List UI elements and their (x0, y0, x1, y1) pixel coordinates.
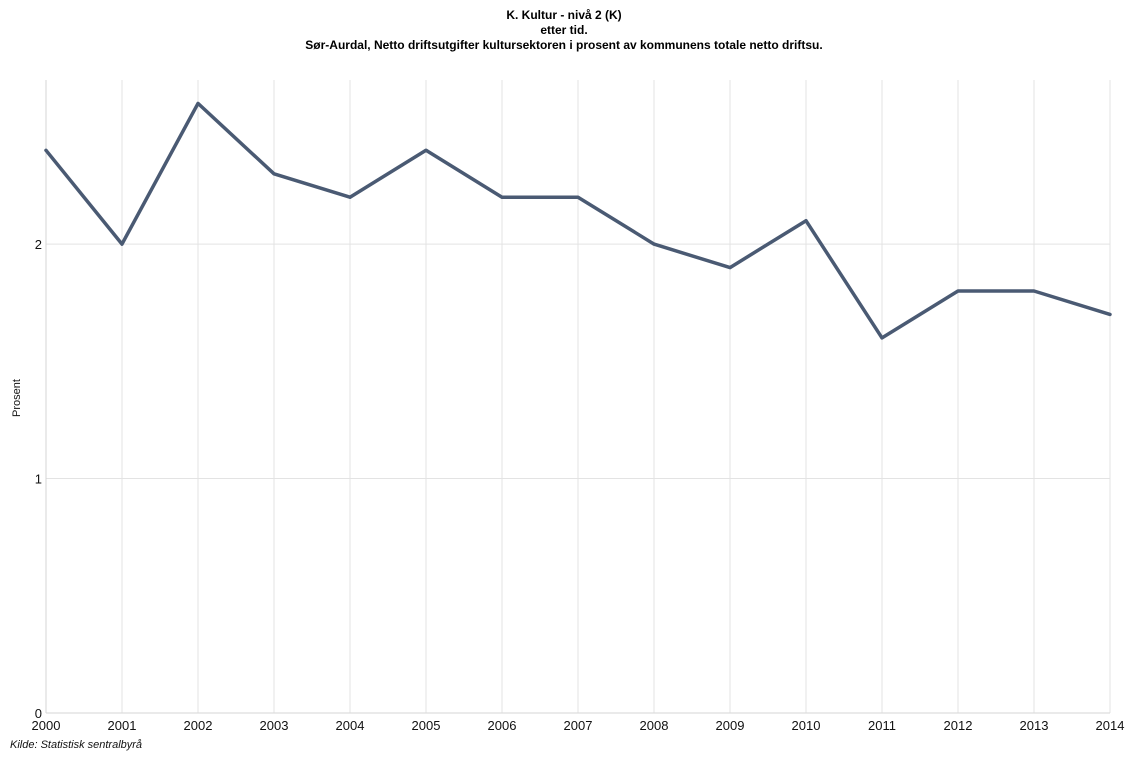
x-tick-label-2012: 2012 (944, 718, 973, 733)
y-axis-label: Prosent (11, 379, 23, 417)
y-tick-label-1: 1 (35, 472, 42, 487)
x-tick-label-2007: 2007 (564, 718, 593, 733)
x-tick-labels: 2000 2001 2002 2003 2004 2005 2006 2007 2008 2009… (32, 718, 1125, 733)
data-point-2009 (728, 266, 732, 270)
series-layer (44, 101, 1112, 340)
y-tick-labels: 0 1 2 (35, 237, 42, 721)
x-tick-label-2001: 2001 (108, 718, 137, 733)
x-tick-label-2000: 2000 (32, 718, 61, 733)
data-point-2011 (880, 336, 884, 340)
x-tick-label-2009: 2009 (716, 718, 745, 733)
data-point-2007 (576, 195, 580, 199)
source-note: Kilde: Statistisk sentralbyrå (10, 739, 142, 751)
data-point-2008 (652, 242, 656, 246)
data-point-2003 (272, 172, 276, 176)
x-tick-label-2003: 2003 (260, 718, 289, 733)
data-point-2001 (120, 242, 124, 246)
chart-subtitle-2: Sør-Aurdal, Netto driftsutgifter kulturs… (305, 38, 822, 52)
data-point-2000 (44, 148, 48, 152)
y-tick-label-2: 2 (35, 237, 42, 252)
chart-title: K. Kultur - nivå 2 (K) (506, 8, 621, 22)
x-tick-label-2004: 2004 (336, 718, 365, 733)
data-point-2005 (424, 148, 428, 152)
x-tick-label-2011: 2011 (868, 718, 896, 733)
x-tick-label-2013: 2013 (1020, 718, 1049, 733)
x-tick-label-2014: 2014 (1096, 718, 1125, 733)
y-tick-label-0: 0 (35, 706, 42, 721)
data-point-2014 (1108, 312, 1112, 316)
x-tick-label-2006: 2006 (488, 718, 517, 733)
x-tick-label-2002: 2002 (184, 718, 213, 733)
data-point-2006 (500, 195, 504, 199)
data-point-2004 (348, 195, 352, 199)
data-point-2012 (956, 289, 960, 293)
grid (45, 80, 1111, 714)
x-tick-label-2008: 2008 (640, 718, 669, 733)
data-point-2002 (196, 101, 200, 105)
data-point-2013 (1032, 289, 1036, 293)
chart-subtitle: etter tid. (540, 23, 587, 37)
x-tick-label-2005: 2005 (412, 718, 441, 733)
x-tick-label-2010: 2010 (792, 718, 821, 733)
data-point-2010 (804, 219, 808, 223)
